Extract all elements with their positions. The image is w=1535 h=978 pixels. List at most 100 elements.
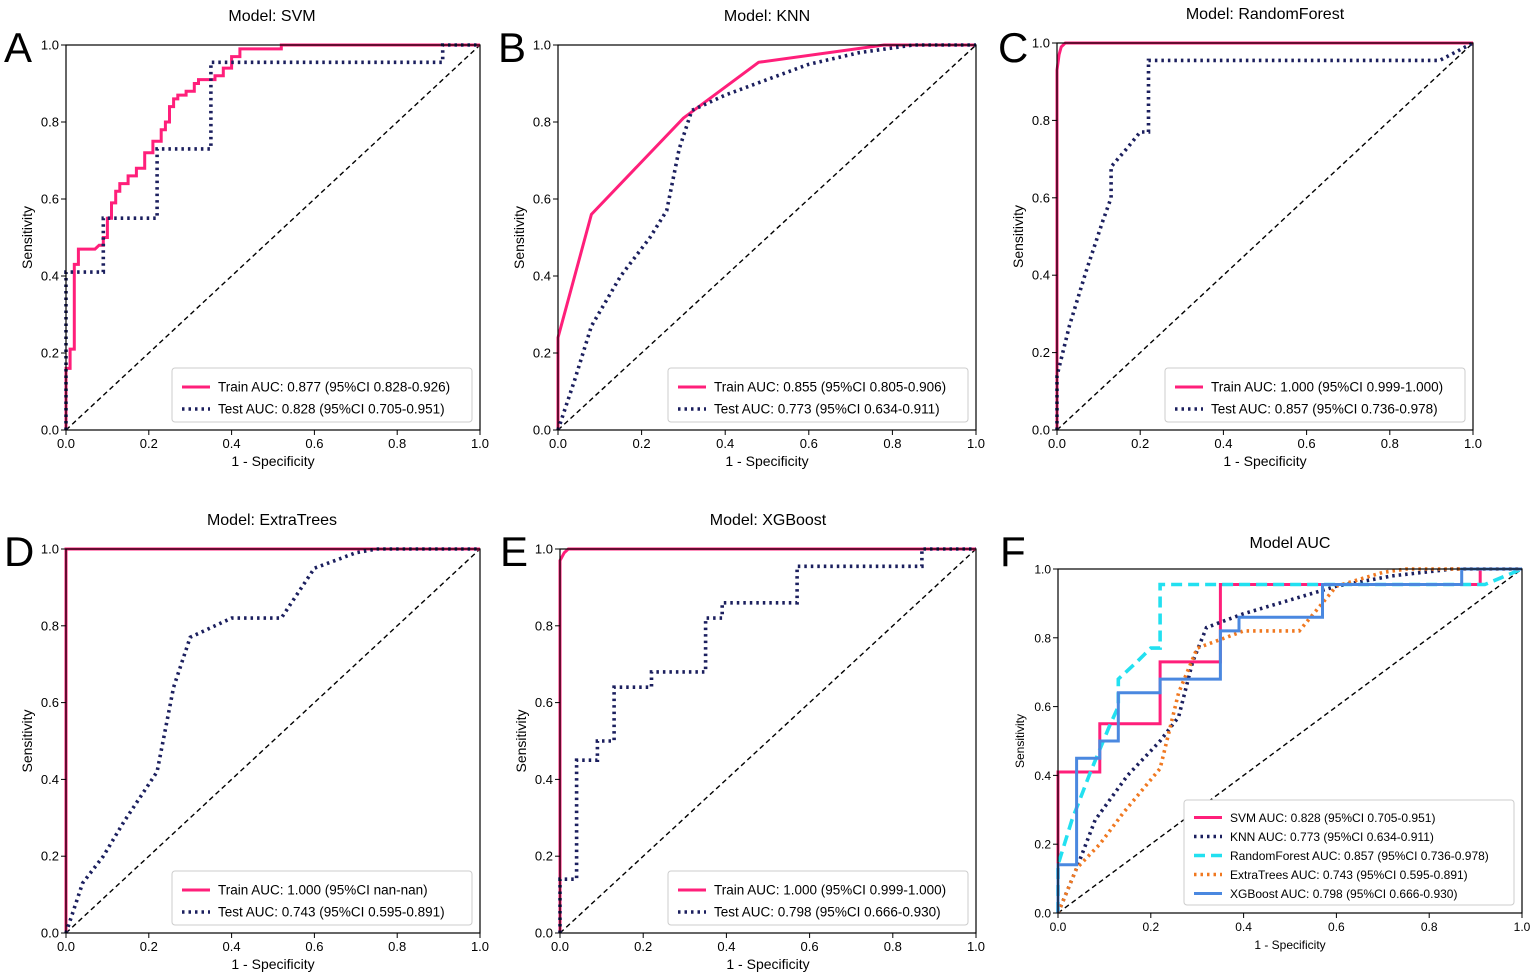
y-tick-label: 0.8	[1032, 113, 1050, 128]
y-tick-label: 0.0	[41, 926, 59, 941]
plot-frame	[557, 44, 977, 431]
x-axis-label: 1 - Specificity	[231, 453, 314, 469]
legend-label: SVM AUC: 0.828 (95%CI 0.705-0.951)	[1230, 811, 1435, 825]
y-axis-label: Sensitivity	[1010, 205, 1026, 268]
series-line-test	[64, 43, 480, 430]
x-tick-label: 0.6	[1298, 436, 1316, 451]
x-tick-label: 0.6	[800, 436, 818, 451]
y-tick-label: 0.2	[41, 346, 59, 361]
x-tick-label: 1.0	[471, 939, 489, 954]
legend-label: ExtraTrees AUC: 0.743 (95%CI 0.595-0.891…	[1230, 868, 1468, 882]
x-tick-label: 0.0	[1048, 436, 1066, 451]
x-tick-label: 1.0	[1464, 436, 1482, 451]
x-tick-label: 0.0	[57, 939, 75, 954]
x-tick-label: 0.6	[1328, 920, 1345, 934]
plot-frame	[1057, 568, 1523, 914]
x-tick-label: 0.4	[717, 939, 735, 954]
y-tick-label: 0.4	[535, 772, 553, 787]
x-tick-label: 1.0	[967, 436, 985, 451]
y-axis-label: Sensitivity	[1013, 714, 1027, 768]
x-tick-label: 0.8	[1381, 436, 1399, 451]
legend-label: Train AUC: 1.000 (95%CI 0.999-1.000)	[1211, 380, 1443, 395]
series-line-test	[64, 547, 480, 934]
y-tick-label: 0.0	[41, 423, 59, 438]
y-tick-label: 1.0	[41, 542, 59, 557]
diagonal-reference-line	[65, 44, 481, 431]
series-line-svm	[1056, 567, 1522, 913]
x-tick-label: 0.0	[57, 436, 75, 451]
y-tick-label: 0.8	[41, 115, 59, 130]
y-tick-label: 0.4	[1034, 769, 1051, 783]
x-tick-label: 0.6	[305, 436, 323, 451]
diagonal-reference-line	[559, 548, 977, 934]
legend-box	[1164, 367, 1466, 423]
x-tick-label: 0.4	[716, 436, 734, 451]
y-tick-label: 0.8	[535, 618, 553, 633]
series-line-test	[558, 547, 976, 933]
panel-letter-e: E	[500, 528, 528, 575]
legend-label: KNN AUC: 0.773 (95%CI 0.634-0.911)	[1230, 830, 1434, 844]
x-axis-label: 1 - Specificity	[1223, 453, 1306, 469]
y-tick-label: 0.8	[533, 115, 551, 130]
plot-frame	[65, 548, 481, 934]
y-tick-label: 0.2	[535, 849, 553, 864]
x-tick-label: 0.0	[1050, 920, 1067, 934]
y-tick-label: 0.8	[41, 618, 59, 633]
legend-label: Test AUC: 0.857 (95%CI 0.736-0.978)	[1211, 402, 1438, 417]
series-line-test	[556, 43, 976, 431]
diagonal-reference-line	[1056, 42, 1474, 431]
y-tick-label: 0.2	[1032, 345, 1050, 360]
plot-frame	[1056, 42, 1474, 431]
chart-title: Model: ExtraTrees	[207, 512, 337, 529]
plot-frame	[65, 44, 481, 431]
panel-letter-f: F	[1000, 528, 1026, 575]
x-tick-label: 0.8	[1421, 920, 1438, 934]
y-tick-label: 0.8	[1034, 631, 1051, 645]
y-tick-label: 0.6	[533, 192, 551, 207]
y-tick-label: 0.6	[535, 695, 553, 710]
x-tick-label: 0.2	[633, 436, 651, 451]
x-tick-label: 1.0	[471, 436, 489, 451]
y-tick-label: 0.6	[41, 192, 59, 207]
panel-letter-a: A	[4, 24, 32, 71]
y-tick-label: 0.0	[1034, 907, 1051, 921]
y-tick-label: 0.4	[533, 269, 551, 284]
x-tick-label: 1.0	[1514, 920, 1531, 934]
legend-label: Train AUC: 0.855 (95%CI 0.805-0.906)	[714, 380, 946, 395]
x-tick-label: 1.0	[967, 939, 985, 954]
diagonal-reference-line	[65, 548, 481, 934]
x-tick-label: 0.4	[223, 939, 241, 954]
legend-label: Train AUC: 1.000 (95%CI nan-nan)	[218, 883, 428, 898]
y-tick-label: 0.6	[41, 695, 59, 710]
legend-box	[667, 870, 969, 926]
legend-label: RandomForest AUC: 0.857 (95%CI 0.736-0.9…	[1230, 849, 1489, 863]
series-line-test	[1055, 41, 1474, 430]
series-line-randomforest	[1056, 567, 1523, 913]
chart-title: Model: RandomForest	[1186, 6, 1345, 23]
series-line-xgboost	[1056, 567, 1522, 913]
y-tick-label: 1.0	[535, 542, 553, 557]
legend-box	[171, 870, 473, 926]
x-tick-label: 0.4	[1235, 920, 1252, 934]
x-tick-label: 0.4	[223, 436, 241, 451]
y-tick-label: 0.2	[533, 346, 551, 361]
legend-label: Train AUC: 1.000 (95%CI 0.999-1.000)	[714, 883, 946, 898]
legend-box	[171, 367, 473, 423]
x-tick-label: 0.2	[1142, 920, 1159, 934]
panel-b-knn: B Model: KNN 0.0 0.2 0.4 0.6 0.8 1.0 0.0 0.2 0.4 0.…	[498, 8, 985, 469]
x-tick-label: 0.2	[140, 939, 158, 954]
legend-label: Test AUC: 0.773 (95%CI 0.634-0.911)	[714, 402, 940, 417]
y-tick-label: 0.6	[1032, 190, 1050, 205]
plot-frame	[559, 548, 977, 934]
y-tick-label: 1.0	[533, 38, 551, 53]
y-tick-label: 0.6	[1034, 700, 1051, 714]
panel-e-xgboost: E Model: XGBoost 0.0 0.2 0.4 0.6 0.8 1.0 0.0 0.2 0…	[500, 512, 985, 972]
panel-a-svm: A Model: SVM 0.0 0.2 0.4 0.6 0.8 1.0 0.0 0.2 0.4 0.…	[4, 8, 489, 469]
x-tick-label: 0.2	[634, 939, 652, 954]
x-tick-label: 0.2	[140, 436, 158, 451]
y-tick-label: 0.0	[1032, 423, 1050, 438]
x-tick-label: 0.8	[388, 939, 406, 954]
panel-d-extratrees: D Model: ExtraTrees 0.0 0.2 0.4 0.6 0.8 1.0 0.0 0…	[4, 512, 489, 972]
y-tick-label: 0.2	[41, 849, 59, 864]
y-tick-label: 1.0	[1032, 36, 1050, 51]
